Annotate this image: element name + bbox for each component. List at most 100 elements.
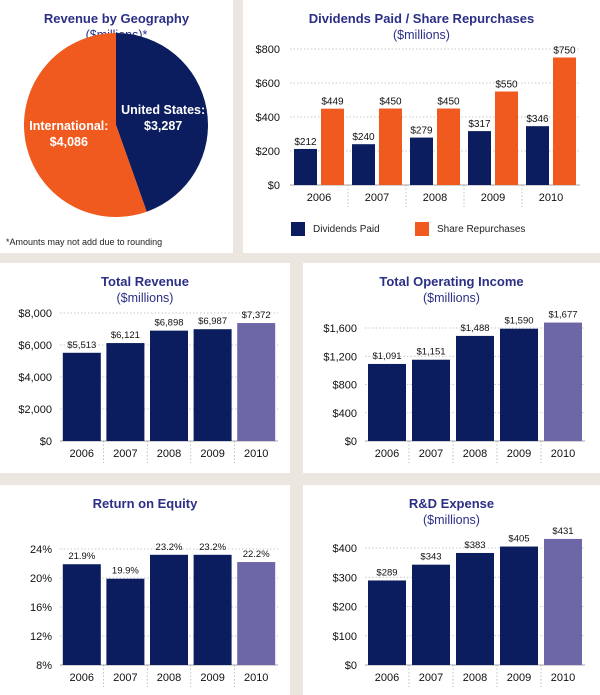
bar-share-repurchases xyxy=(553,57,576,185)
bar-chart-rnd-expense: $0 $100 $200 $300 $400 2006 $289 2007 $343 2008 $3… xyxy=(333,526,585,687)
y-tick-label: $1,200 xyxy=(323,351,357,363)
x-tick-label: 2007 xyxy=(113,672,137,684)
x-tick-label: 2006 xyxy=(70,672,94,684)
y-tick-label: $400 xyxy=(256,112,280,124)
legend-swatch-dividends xyxy=(291,222,305,236)
data-label: $450 xyxy=(379,97,402,108)
data-label: $6,987 xyxy=(198,316,227,327)
legend-dividends-paid: Dividends Paid xyxy=(291,222,380,236)
bar xyxy=(193,329,232,441)
bar-dividends-paid xyxy=(352,144,375,185)
chart-title-opi: Total Operating Income ($millions) xyxy=(303,273,600,307)
x-tick-label: 2007 xyxy=(365,192,389,204)
bar xyxy=(150,330,188,441)
bar-share-repurchases xyxy=(437,108,460,185)
y-tick-label: 8% xyxy=(36,660,52,672)
x-tick-label: 2008 xyxy=(157,672,181,684)
data-label: $7,372 xyxy=(242,310,271,321)
data-label: $5,513 xyxy=(67,340,96,351)
data-label: $750 xyxy=(553,46,576,57)
pie-label-value-1: $4,086 xyxy=(50,135,88,149)
chart-title: Total Revenue xyxy=(101,274,189,289)
bar xyxy=(544,322,582,441)
y-tick-label: $800 xyxy=(256,44,280,56)
bar xyxy=(368,580,406,665)
bar xyxy=(368,363,406,441)
y-tick-label: $800 xyxy=(333,380,357,392)
pie-chart-geo: United States: $3,287 International: $4,086 xyxy=(24,33,209,217)
data-label: $550 xyxy=(495,80,518,91)
data-label: $279 xyxy=(410,126,433,137)
y-tick-label: 20% xyxy=(30,573,52,585)
bar xyxy=(237,562,276,665)
chart-title-rev: Total Revenue ($millions) xyxy=(0,273,290,307)
y-tick-label: $0 xyxy=(268,180,280,192)
y-tick-label: $1,600 xyxy=(323,323,357,335)
bar xyxy=(106,343,145,441)
x-tick-label: 2006 xyxy=(375,672,399,684)
bar xyxy=(412,564,450,665)
x-tick-label: 2010 xyxy=(551,672,575,684)
chart-subtitle: ($millions) xyxy=(116,291,174,305)
x-tick-label: 2007 xyxy=(419,672,443,684)
bar-dividends-paid xyxy=(526,126,549,185)
x-tick-label: 2009 xyxy=(507,448,531,460)
bar-dividends-paid xyxy=(294,148,317,185)
bar-dividends-paid xyxy=(410,137,433,185)
data-label: $431 xyxy=(552,526,573,537)
x-tick-label: 2009 xyxy=(481,192,505,204)
panel-total-operating-income: Total Operating Income ($millions) $0 $40… xyxy=(303,263,600,473)
data-label: 21.9% xyxy=(68,551,95,562)
data-label: $212 xyxy=(294,137,317,148)
data-label: $1,091 xyxy=(372,351,401,362)
x-tick-label: 2006 xyxy=(375,448,399,460)
chart-title: Dividends Paid / Share Repurchases xyxy=(308,11,535,26)
bar-share-repurchases xyxy=(321,108,344,185)
bar-share-repurchases xyxy=(379,108,402,185)
bar xyxy=(412,359,450,441)
x-tick-label: 2008 xyxy=(463,672,487,684)
data-label: $6,121 xyxy=(111,330,140,341)
panel-dividends-repurchases: Dividends Paid / Share Repurchases ($mil… xyxy=(243,0,600,253)
x-tick-label: 2008 xyxy=(423,192,447,204)
panel-revenue-by-geography: Revenue by Geography ($millions)* United… xyxy=(0,0,233,253)
data-label: 23.2% xyxy=(199,542,226,553)
y-tick-label: $100 xyxy=(333,631,357,643)
bar-share-repurchases xyxy=(495,91,518,185)
chart-subtitle: ($millions) xyxy=(423,513,480,527)
bar-chart-dividends: $0 $200 $400 $600 $800 2006 $212 $449 2007 $240 $4… xyxy=(256,44,580,207)
legend-label-dividends: Dividends Paid xyxy=(313,223,380,235)
chart-title: R&D Expense xyxy=(408,496,495,511)
x-tick-label: 2010 xyxy=(539,192,563,204)
x-tick-label: 2009 xyxy=(200,448,224,460)
data-label: $6,898 xyxy=(154,318,183,329)
x-tick-label: 2009 xyxy=(507,672,531,684)
bar xyxy=(456,552,494,665)
chart-title-roe: Return on Equity xyxy=(0,495,290,512)
data-label: $289 xyxy=(376,567,397,578)
pie-label-value-0: $3,287 xyxy=(144,119,182,133)
x-tick-label: 2006 xyxy=(307,192,331,204)
data-label: $405 xyxy=(508,534,529,545)
data-label: $343 xyxy=(420,552,441,563)
x-tick-label: 2007 xyxy=(419,448,443,460)
y-tick-label: 16% xyxy=(30,602,52,614)
chart-title-div: Dividends Paid / Share Repurchases ($mil… xyxy=(243,10,600,44)
data-label: $240 xyxy=(352,132,375,143)
bar xyxy=(62,352,101,441)
chart-subtitle: ($millions) xyxy=(393,28,450,42)
bar-chart-operating-income: $0 $400 $800 $1,200 $1,600 2006 $1,091 2007 $1,1… xyxy=(323,310,585,463)
bar xyxy=(150,554,188,665)
bar-chart-total-revenue: $0 $2,000 $4,000 $6,000 $8,000 2006 $5,513 2007… xyxy=(18,308,278,463)
data-label: $449 xyxy=(321,97,344,108)
y-tick-label: $0 xyxy=(345,660,357,672)
bar xyxy=(456,335,494,441)
bar-dividends-paid xyxy=(468,131,491,185)
data-label: 23.2% xyxy=(156,542,183,553)
y-tick-label: $0 xyxy=(345,436,357,448)
chart-title: Total Operating Income xyxy=(379,274,524,289)
bar xyxy=(500,328,538,441)
y-tick-label: $6,000 xyxy=(18,340,52,352)
panel-return-on-equity: Return on Equity 8% 12% 16% 20% 24% 2006 21.9%… xyxy=(0,485,290,695)
data-label: $1,151 xyxy=(416,347,445,358)
